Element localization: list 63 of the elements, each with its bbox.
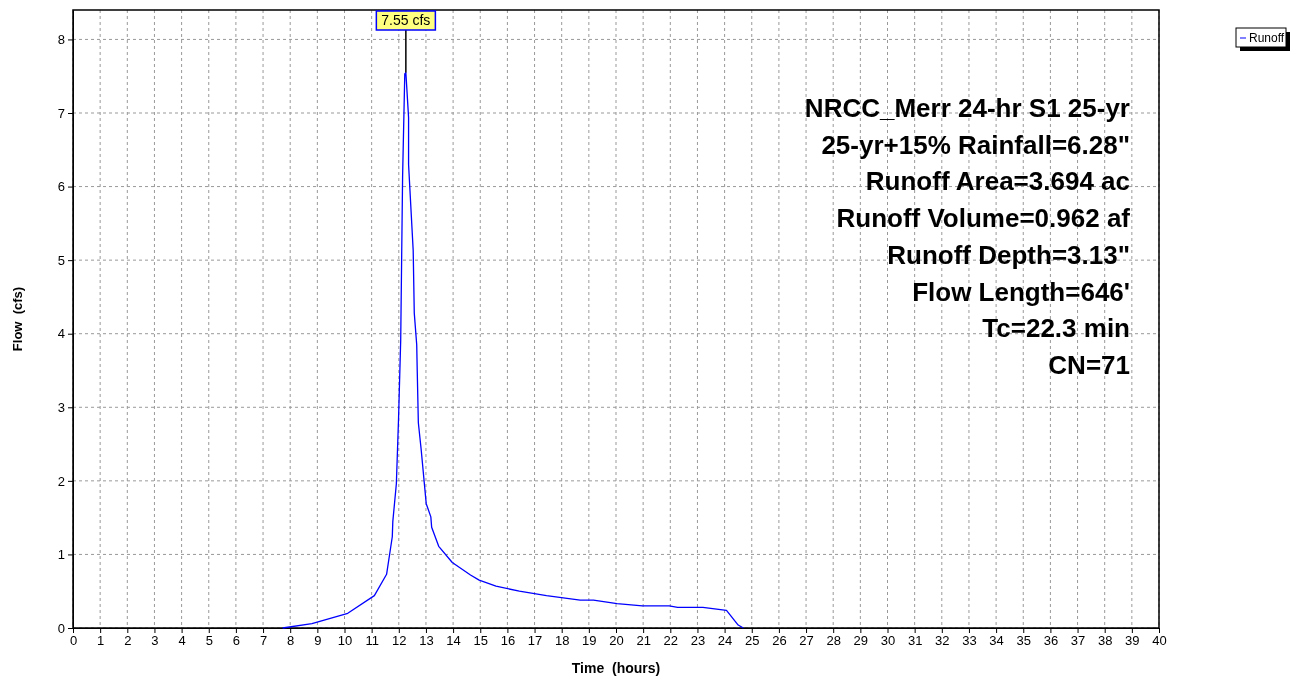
x-tick-label: 29 <box>853 633 869 649</box>
x-tick-label: 3 <box>151 633 159 649</box>
x-axis-title: Time (hours) <box>571 660 661 676</box>
x-tick-label: 20 <box>609 633 624 649</box>
x-tick-label: 4 <box>178 633 186 649</box>
x-tick-label: 40 <box>1152 633 1167 649</box>
x-tick-label: 34 <box>989 633 1004 649</box>
annotation: Runoff Volume=0.962 af <box>836 203 1131 234</box>
annotation: 7.55 cfs <box>381 12 431 28</box>
x-tick-label: 16 <box>500 633 516 649</box>
x-tick-label: 31 <box>907 633 923 649</box>
legend-label: Runoff <box>1249 31 1285 45</box>
y-tick-label: 8 <box>57 32 65 48</box>
x-tick-label: 7 <box>259 633 268 649</box>
x-tick-label: 18 <box>554 633 570 649</box>
x-tick-label: 33 <box>962 633 977 649</box>
x-tick-label: 37 <box>1070 633 1086 649</box>
x-tick-label: 36 <box>1043 633 1059 649</box>
y-tick-label: 2 <box>57 473 65 489</box>
x-tick-label: 32 <box>935 633 950 649</box>
annotation: Tc=22.3 min <box>982 313 1130 344</box>
x-tick-label: 26 <box>772 633 787 649</box>
x-tick-label: 35 <box>1016 633 1031 649</box>
x-tick-label: 19 <box>582 633 597 649</box>
x-tick-label: 28 <box>826 633 841 649</box>
x-tick-label: 23 <box>690 633 706 649</box>
y-axis-title: Flow (cfs) <box>10 286 25 352</box>
x-tick-label: 27 <box>799 633 814 649</box>
x-tick-label: 10 <box>337 633 353 649</box>
annotation: Runoff Depth=3.13" <box>887 239 1130 270</box>
x-tick-label: 17 <box>527 633 543 649</box>
y-tick-label: 0 <box>57 620 65 636</box>
x-tick-label: 14 <box>446 633 461 649</box>
x-tick-label: 0 <box>69 633 78 649</box>
x-tick-label: 1 <box>97 633 105 649</box>
x-tick-label: 11 <box>365 633 379 649</box>
x-tick-label: 5 <box>205 633 213 649</box>
annotation: NRCC_Merr 24-hr S1 25-yr <box>804 93 1130 123</box>
annotation: Runoff Area=3.694 ac <box>865 166 1130 197</box>
x-tick-label: 2 <box>124 633 132 649</box>
y-tick-label: 3 <box>57 399 65 415</box>
x-tick-label: 13 <box>419 633 434 649</box>
x-tick-label: 22 <box>663 633 679 649</box>
x-tick-label: 8 <box>287 633 295 649</box>
x-tick-label: 15 <box>473 633 488 649</box>
y-tick-label: 1 <box>57 547 65 563</box>
annotation: 25-yr+15% Rainfall=6.28" <box>821 129 1130 160</box>
x-tick-label: 25 <box>745 633 760 649</box>
x-tick-label: 24 <box>717 633 733 649</box>
x-tick-label: 12 <box>392 633 407 649</box>
line-series <box>281 71 744 629</box>
x-tick-label: 38 <box>1097 633 1113 649</box>
annotation: CN=71 <box>1048 349 1130 380</box>
y-tick-label: 6 <box>57 179 65 195</box>
y-tick-label: 4 <box>57 326 65 342</box>
annotation: Flow Length=646' <box>912 276 1130 307</box>
y-tick-label: 5 <box>57 252 65 268</box>
y-tick-label: 7 <box>57 105 65 121</box>
x-tick-label: 39 <box>1125 633 1140 649</box>
x-tick-label: 6 <box>232 633 241 649</box>
x-tick-label: 30 <box>880 633 896 649</box>
x-tick-label: 21 <box>636 633 651 649</box>
x-tick-label: 9 <box>314 633 322 649</box>
